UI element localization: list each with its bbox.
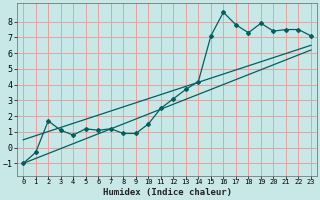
X-axis label: Humidex (Indice chaleur): Humidex (Indice chaleur) [103, 188, 232, 197]
